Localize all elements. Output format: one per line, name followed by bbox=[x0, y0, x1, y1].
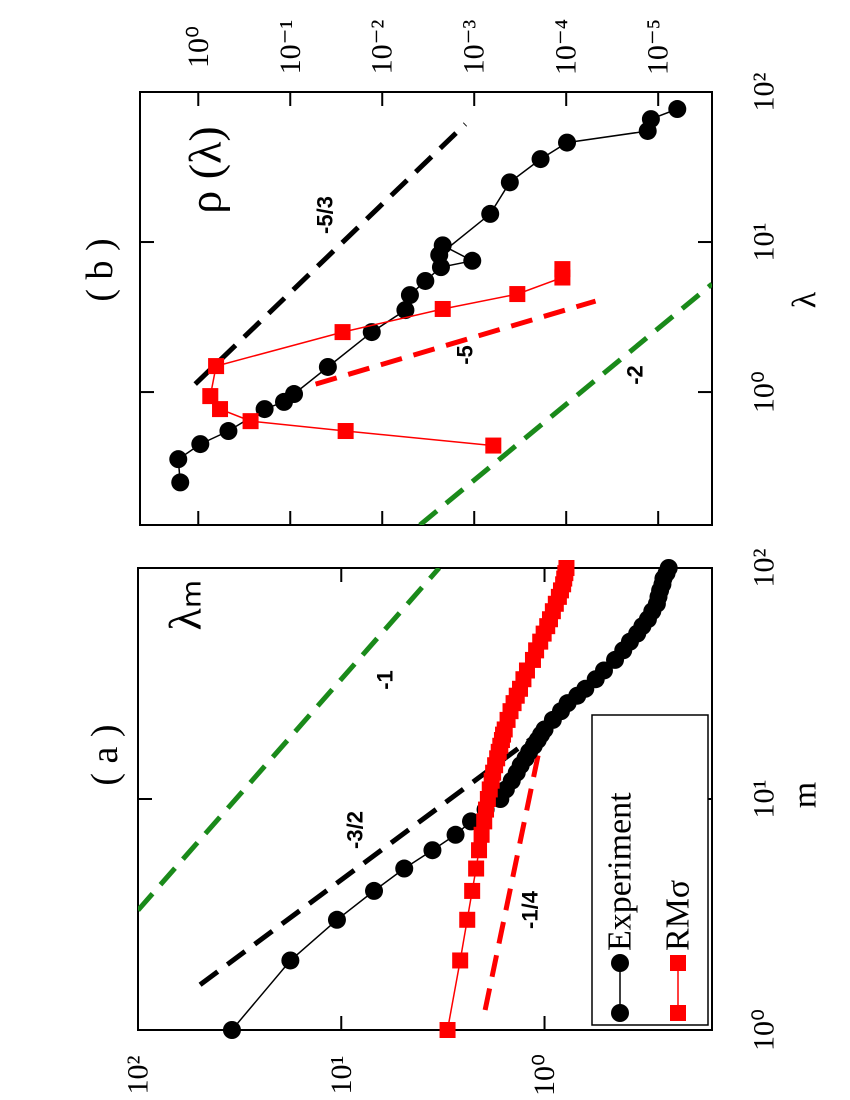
data-point bbox=[395, 859, 414, 878]
legend-marker bbox=[611, 1004, 629, 1022]
y-tick-label: 10⁻¹ bbox=[274, 20, 307, 75]
data-point bbox=[171, 473, 190, 492]
legend-label: Experiment bbox=[602, 792, 639, 951]
legend-frame bbox=[591, 714, 709, 1026]
y-tick-label: 10⁻⁴ bbox=[550, 19, 583, 75]
y-tick-label: 10⁰ bbox=[528, 1054, 561, 1096]
data-point bbox=[509, 286, 526, 303]
data-point bbox=[318, 357, 337, 376]
x-axis-label: λ bbox=[787, 291, 824, 308]
y-axis-label: λₘ bbox=[160, 580, 211, 631]
y-tick-label: 10⁻³ bbox=[458, 20, 491, 75]
data-point bbox=[337, 423, 354, 440]
legend: Experiment RMσ bbox=[591, 714, 709, 1026]
slope-label: -1 bbox=[373, 670, 398, 690]
legend-marker bbox=[611, 954, 629, 972]
data-point bbox=[434, 300, 451, 317]
data-point bbox=[485, 437, 502, 454]
y-axis-label: ρ (λ) bbox=[180, 126, 231, 213]
y-tick-label: 10⁻⁵ bbox=[642, 19, 675, 75]
y-tick-label: 10² bbox=[122, 1056, 155, 1095]
data-point bbox=[202, 388, 219, 405]
data-point bbox=[430, 245, 449, 264]
data-point bbox=[169, 450, 188, 469]
data-point bbox=[473, 826, 490, 843]
reference-line bbox=[198, 733, 538, 987]
data-point bbox=[212, 401, 229, 418]
data-point bbox=[208, 358, 225, 375]
y-tick-label: 10⁰ bbox=[182, 26, 215, 68]
data-point bbox=[242, 413, 259, 430]
data-point bbox=[471, 842, 488, 859]
data-point bbox=[362, 323, 381, 342]
data-point bbox=[462, 812, 481, 831]
reference-line bbox=[418, 282, 712, 525]
slope-label: -3/2 bbox=[343, 811, 368, 849]
slope-label: -2 bbox=[623, 365, 648, 385]
data-point bbox=[531, 150, 550, 169]
data-point bbox=[659, 559, 678, 577]
data-point bbox=[463, 251, 482, 270]
y-tick-label: 10¹ bbox=[325, 1056, 358, 1095]
x-tick-label: 10¹ bbox=[748, 780, 781, 819]
data-point bbox=[285, 385, 304, 404]
legend-marker bbox=[670, 955, 686, 971]
data-point bbox=[222, 1021, 241, 1039]
data-point bbox=[423, 841, 442, 860]
reference-line bbox=[482, 744, 543, 1011]
x-axis-label: m bbox=[787, 782, 824, 808]
x-tick-label: 10² bbox=[748, 549, 781, 588]
data-point bbox=[468, 860, 485, 877]
reference-line bbox=[314, 298, 597, 387]
data-point bbox=[500, 173, 519, 192]
legend-label: RMσ bbox=[660, 880, 697, 951]
data-point bbox=[327, 910, 346, 929]
data-point bbox=[558, 560, 575, 576]
panel-title: ( a ) bbox=[84, 724, 126, 785]
data-point bbox=[400, 286, 419, 305]
data-point bbox=[191, 435, 210, 454]
data-point bbox=[281, 951, 300, 970]
x-tick-label: 10⁰ bbox=[748, 371, 781, 413]
y-tick-label: 10⁻² bbox=[366, 20, 399, 75]
data-point bbox=[439, 1022, 456, 1038]
plot-area: -5/3 -5 -2 bbox=[139, 91, 713, 526]
reference-line bbox=[138, 568, 442, 912]
slope-label: -5/3 bbox=[313, 196, 338, 234]
reference-line bbox=[193, 122, 468, 386]
data-point bbox=[334, 324, 351, 341]
data-point bbox=[641, 110, 660, 129]
legend-marker bbox=[670, 1005, 686, 1021]
data-point bbox=[452, 952, 469, 969]
data-point bbox=[459, 911, 476, 928]
x-tick-label: 10² bbox=[748, 73, 781, 112]
data-point bbox=[554, 261, 571, 278]
data-point bbox=[668, 100, 687, 119]
data-point bbox=[464, 882, 481, 899]
data-point bbox=[446, 825, 465, 844]
data-point bbox=[558, 133, 577, 152]
data-point bbox=[255, 400, 274, 419]
plot-frame bbox=[139, 91, 713, 526]
data-point bbox=[219, 422, 238, 441]
slope-label: -1/4 bbox=[518, 890, 543, 929]
data-point bbox=[416, 271, 435, 290]
plot-area: -3/2 -1 -1/4 bbox=[137, 559, 713, 1039]
x-tick-label: 10⁰ bbox=[748, 1009, 781, 1051]
slope-label: -5 bbox=[453, 345, 478, 365]
data-point bbox=[396, 301, 415, 320]
data-point bbox=[481, 204, 500, 223]
panel-title: ( b ) bbox=[79, 238, 121, 301]
data-point bbox=[365, 881, 384, 900]
x-tick-label: 10¹ bbox=[748, 223, 781, 262]
